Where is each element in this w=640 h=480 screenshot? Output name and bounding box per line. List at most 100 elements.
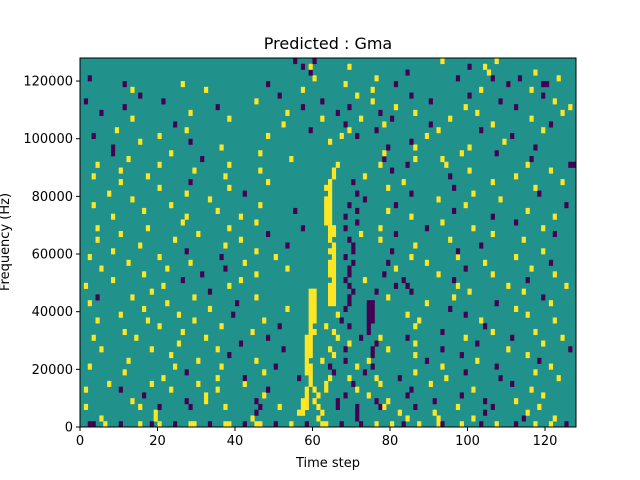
heatmap-cell xyxy=(328,375,333,382)
heatmap-cell xyxy=(455,248,461,255)
heatmap-cell xyxy=(386,294,391,301)
heatmap-cell xyxy=(405,161,410,168)
heatmap-cell xyxy=(347,271,352,278)
heatmap-cell xyxy=(328,213,333,220)
heatmap-cell xyxy=(409,386,414,393)
heatmap-cell xyxy=(490,271,495,278)
heatmap-cell xyxy=(366,323,371,330)
heatmap-cell xyxy=(273,363,278,370)
heatmap-cell xyxy=(328,265,333,272)
heatmap-cell xyxy=(328,230,333,238)
heatmap-cell xyxy=(362,369,368,376)
heatmap-cell xyxy=(188,179,193,186)
heatmap-cell xyxy=(552,213,557,220)
heatmap-cell xyxy=(514,104,519,111)
heatmap-cell xyxy=(490,213,495,220)
heatmap-cell xyxy=(308,288,313,295)
heatmap-cell xyxy=(529,265,534,272)
heatmap-cell xyxy=(227,352,232,359)
heatmap-cell xyxy=(359,334,364,341)
heatmap-cell xyxy=(568,104,573,111)
heatmap-cell xyxy=(409,92,414,99)
heatmap-cell xyxy=(413,144,418,151)
heatmap-cell xyxy=(153,415,158,422)
heatmap-cell xyxy=(483,63,488,70)
heatmap-cell xyxy=(498,98,503,105)
heatmap-cell xyxy=(331,242,337,249)
heatmap-cell xyxy=(266,230,271,238)
heatmap-cell xyxy=(417,421,422,428)
heatmap-cell xyxy=(486,69,492,76)
heatmap-cell xyxy=(308,380,313,387)
heatmap-cell xyxy=(304,403,309,411)
heatmap-cell xyxy=(281,346,286,353)
heatmap-cell xyxy=(521,288,526,295)
heatmap-cell xyxy=(521,415,526,422)
heatmap-cell xyxy=(343,357,348,364)
heatmap-cell xyxy=(343,346,348,353)
heatmap-cell xyxy=(556,75,561,82)
heatmap-cell xyxy=(568,346,573,353)
heatmap-cell xyxy=(397,409,402,416)
heatmap-cell xyxy=(200,156,205,163)
heatmap-cell xyxy=(347,375,352,382)
heatmap-cell xyxy=(285,242,290,249)
heatmap-cell xyxy=(242,190,247,197)
heatmap-cell xyxy=(304,340,309,347)
heatmap-cell xyxy=(173,421,178,428)
heatmap-cell xyxy=(483,398,488,405)
heatmap-cell xyxy=(483,323,488,330)
heatmap-cell xyxy=(99,415,104,422)
heatmap-cell xyxy=(339,317,344,324)
heatmap-cell xyxy=(436,415,441,422)
y-tick-label: 0 xyxy=(65,421,73,436)
heatmap-cell xyxy=(382,150,387,157)
heatmap-cell xyxy=(188,421,193,428)
heatmap-cell xyxy=(118,230,123,238)
heatmap-cell xyxy=(347,236,352,243)
heatmap-cell xyxy=(157,421,162,428)
heatmap-cell xyxy=(471,225,476,232)
heatmap-cell xyxy=(436,196,441,203)
heatmap-cell xyxy=(355,219,360,226)
heatmap-cell xyxy=(304,398,309,405)
heatmap-cell xyxy=(111,277,116,284)
heatmap-cell xyxy=(308,300,313,307)
heatmap-cell xyxy=(560,334,565,341)
heatmap-cell xyxy=(331,271,337,278)
heatmap-cell xyxy=(355,386,360,393)
heatmap-cell xyxy=(347,323,352,330)
heatmap-cell xyxy=(258,421,263,428)
heatmap-cell xyxy=(324,196,329,203)
heatmap-cell xyxy=(552,98,557,105)
heatmap-cell xyxy=(452,207,457,214)
heatmap-cell xyxy=(490,230,495,238)
heatmap-cell xyxy=(409,138,414,145)
heatmap-cell xyxy=(452,277,457,284)
heatmap-cell xyxy=(393,265,399,272)
heatmap-cell xyxy=(223,403,228,411)
heatmap-cell xyxy=(405,282,410,289)
heatmap-cell xyxy=(370,317,375,324)
heatmap-cell xyxy=(374,288,379,295)
heatmap-cell xyxy=(525,161,530,168)
heatmap-cell xyxy=(180,277,185,284)
heatmap-cell xyxy=(494,300,499,307)
heatmap-cell xyxy=(304,386,309,393)
heatmap-cell xyxy=(157,132,162,140)
heatmap-cell xyxy=(521,236,526,243)
heatmap-cell xyxy=(87,421,92,428)
heatmap-cell xyxy=(87,300,92,307)
heatmap-cell xyxy=(405,392,410,399)
heatmap-cell xyxy=(138,92,143,99)
heatmap-cell xyxy=(227,184,232,191)
heatmap-cell xyxy=(533,184,538,191)
heatmap-cell xyxy=(490,121,495,128)
heatmap-cell xyxy=(262,369,267,376)
heatmap-cell xyxy=(366,317,371,324)
heatmap-cell xyxy=(173,363,178,370)
y-tick-label: 40000 xyxy=(32,305,73,320)
heatmap-cell xyxy=(149,421,154,428)
heatmap-cell xyxy=(328,363,333,370)
heatmap-cell xyxy=(304,421,309,428)
